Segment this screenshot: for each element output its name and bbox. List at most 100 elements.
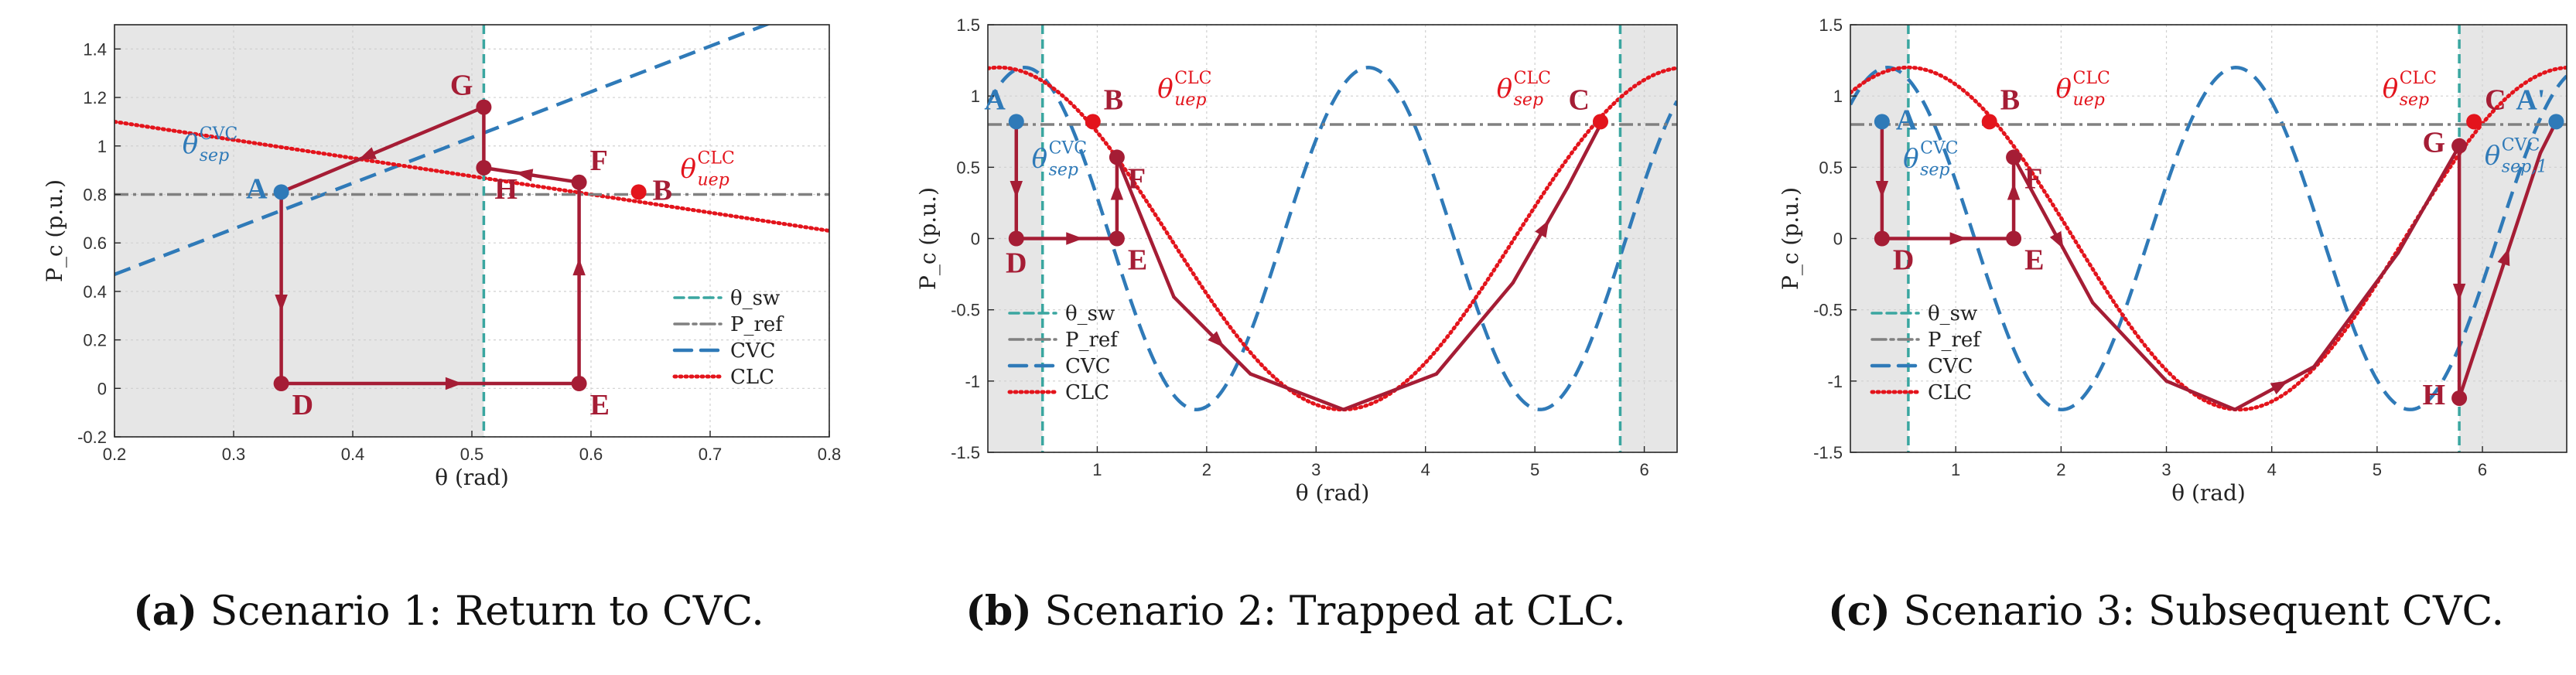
direction-arrow-2 <box>1066 232 1084 245</box>
point-label: E <box>1128 244 1147 277</box>
cvc-curve <box>1850 66 2567 411</box>
trajectory-segment-4 <box>1115 155 1176 299</box>
y-tick-label: 0 <box>1833 230 1843 249</box>
angle-superscript: CLC <box>2073 69 2110 88</box>
x-axis-label: θ (rad) <box>1296 480 1370 506</box>
angle-symbol: θ <box>2485 141 2500 172</box>
point-d <box>1008 230 1024 247</box>
caption-a: (a) Scenario 1: Return to CVC. <box>133 588 764 635</box>
point-g <box>476 99 492 115</box>
chart-panel-1: 0.2 0.3 0.4 0.5 0.6 0.7 0.8 -0.2 0 0.2 0.4 0.6 0.8 1 1… <box>42 24 841 490</box>
caption-c: (c) Scenario 3: Subsequent CVC. <box>1827 588 2504 635</box>
angle-subscript: uep <box>1174 90 1206 110</box>
x-tick-label: 4 <box>1421 460 1430 479</box>
x-tick-label: 4 <box>2267 460 2277 479</box>
angle-symbol: θ <box>681 154 696 185</box>
y-tick-label: 0.2 <box>83 331 107 350</box>
legend-entry: CLC <box>1065 381 1109 404</box>
point-label: A <box>246 172 268 205</box>
point-f <box>2006 149 2022 165</box>
y-tick-label: 0 <box>97 379 107 398</box>
point-e <box>571 376 587 392</box>
x-tick-label: 2 <box>1202 460 1211 479</box>
direction-arrow-4 <box>2049 230 2064 250</box>
x-tick-label: 1 <box>1092 460 1102 479</box>
trajectory-segment-6 <box>279 105 486 194</box>
y-axis-label: P_c (p.u.) <box>915 187 941 290</box>
y-tick-label: 0 <box>971 230 980 249</box>
x-axis-label: θ (rad) <box>435 465 509 490</box>
clc-curve <box>988 65 1677 412</box>
point-label: D <box>1893 244 1914 277</box>
direction-arrow-7 <box>2270 380 2288 395</box>
y-axis-label: P_c (p.u.) <box>42 179 67 282</box>
point-b <box>630 184 647 200</box>
trajectory-segment-11 <box>2457 151 2543 401</box>
point-d <box>1874 230 1890 247</box>
angle-label-1: θ CVC sep <box>1903 138 1959 179</box>
direction-arrow-9 <box>1535 220 1549 238</box>
trajectory-segment-10 <box>1566 122 1603 189</box>
angle-label-2: θ CLC uep <box>681 149 735 190</box>
angle-symbol: θ <box>1497 73 1512 104</box>
direction-arrow-3 <box>572 258 586 276</box>
legend-entry: CVC <box>1928 355 1973 378</box>
angle-symbol: θ <box>2383 73 2398 104</box>
y-tick-label: -1.5 <box>1813 443 1843 462</box>
y-tick-label: 0.4 <box>83 282 107 302</box>
point-a <box>1008 114 1024 130</box>
trajectory-segment-6 <box>1249 372 1345 411</box>
legend: θ_sw P_ref CVC CLC <box>1870 302 1982 404</box>
x-tick-label: 5 <box>1530 460 1539 479</box>
x-tick-label: 2 <box>2056 460 2065 479</box>
angle-label-4: θ CVC sep,1 <box>2485 136 2547 177</box>
legend-entry: P_ref <box>730 313 784 336</box>
x-tick-label: 3 <box>2161 460 2171 479</box>
angle-subscript: sep <box>1514 90 1543 110</box>
angle-symbol: θ <box>2056 73 2072 104</box>
point-c <box>1593 114 1608 130</box>
legend-entry: θ_sw <box>730 287 780 310</box>
point-label: H <box>494 173 518 206</box>
y-tick-label: 1.4 <box>83 39 107 59</box>
x-tick-label: 0.4 <box>341 445 365 464</box>
y-tick-label: 1.5 <box>1819 15 1843 35</box>
legend-entry: CLC <box>1928 381 1972 404</box>
x-tick-label: 3 <box>1311 460 1320 479</box>
direction-arrow-1 <box>1875 181 1889 199</box>
direction-arrow-1 <box>1010 181 1023 199</box>
angle-superscript: CVC <box>1920 138 1959 158</box>
point-e <box>2006 230 2022 247</box>
y-tick-label: -1 <box>1827 372 1843 391</box>
point-label: F <box>2024 162 2042 195</box>
angle-superscript: CLC <box>1174 69 1211 88</box>
angle-superscript: CLC <box>1514 69 1551 88</box>
angle-label-1: θ CLC uep <box>1157 69 1211 110</box>
x-tick-label: 0.5 <box>460 445 484 464</box>
trajectory-segment-4 <box>2011 155 2095 305</box>
point-ap <box>2548 114 2564 130</box>
direction-arrow-3 <box>2007 182 2021 200</box>
angle-superscript: CVC <box>2502 136 2540 155</box>
trajectory-segment-8 <box>2311 251 2400 369</box>
point-a <box>1874 114 1890 130</box>
trajectory-segment-5 <box>2090 301 2168 384</box>
direction-arrow-10 <box>2452 283 2466 301</box>
trajectory-segment-8 <box>1434 281 1515 376</box>
y-tick-label: 0.5 <box>1819 158 1843 177</box>
trajectory-segment-9 <box>2396 144 2462 255</box>
chart-panel-3: 1 2 3 4 5 6 -1.5 -1 -0.5 0 0.5 1 1.5 θ (rad) P_c (p.u.… <box>1778 15 2567 506</box>
point-label: F <box>590 145 608 177</box>
point-e <box>1109 230 1125 247</box>
angle-label-1: θ CVC sep <box>183 124 238 165</box>
y-tick-label: 1.5 <box>956 15 980 35</box>
angle-subscript: sep,1 <box>2502 158 2547 177</box>
y-tick-label: -1.5 <box>951 443 980 462</box>
point-g <box>2451 138 2468 154</box>
point-f <box>571 174 587 190</box>
x-tick-label: 0.2 <box>103 445 127 464</box>
point-label: D <box>1006 247 1027 280</box>
y-tick-label: -0.5 <box>1813 301 1843 320</box>
point-label: C <box>1569 84 1590 116</box>
point-label: A <box>1896 104 1918 136</box>
